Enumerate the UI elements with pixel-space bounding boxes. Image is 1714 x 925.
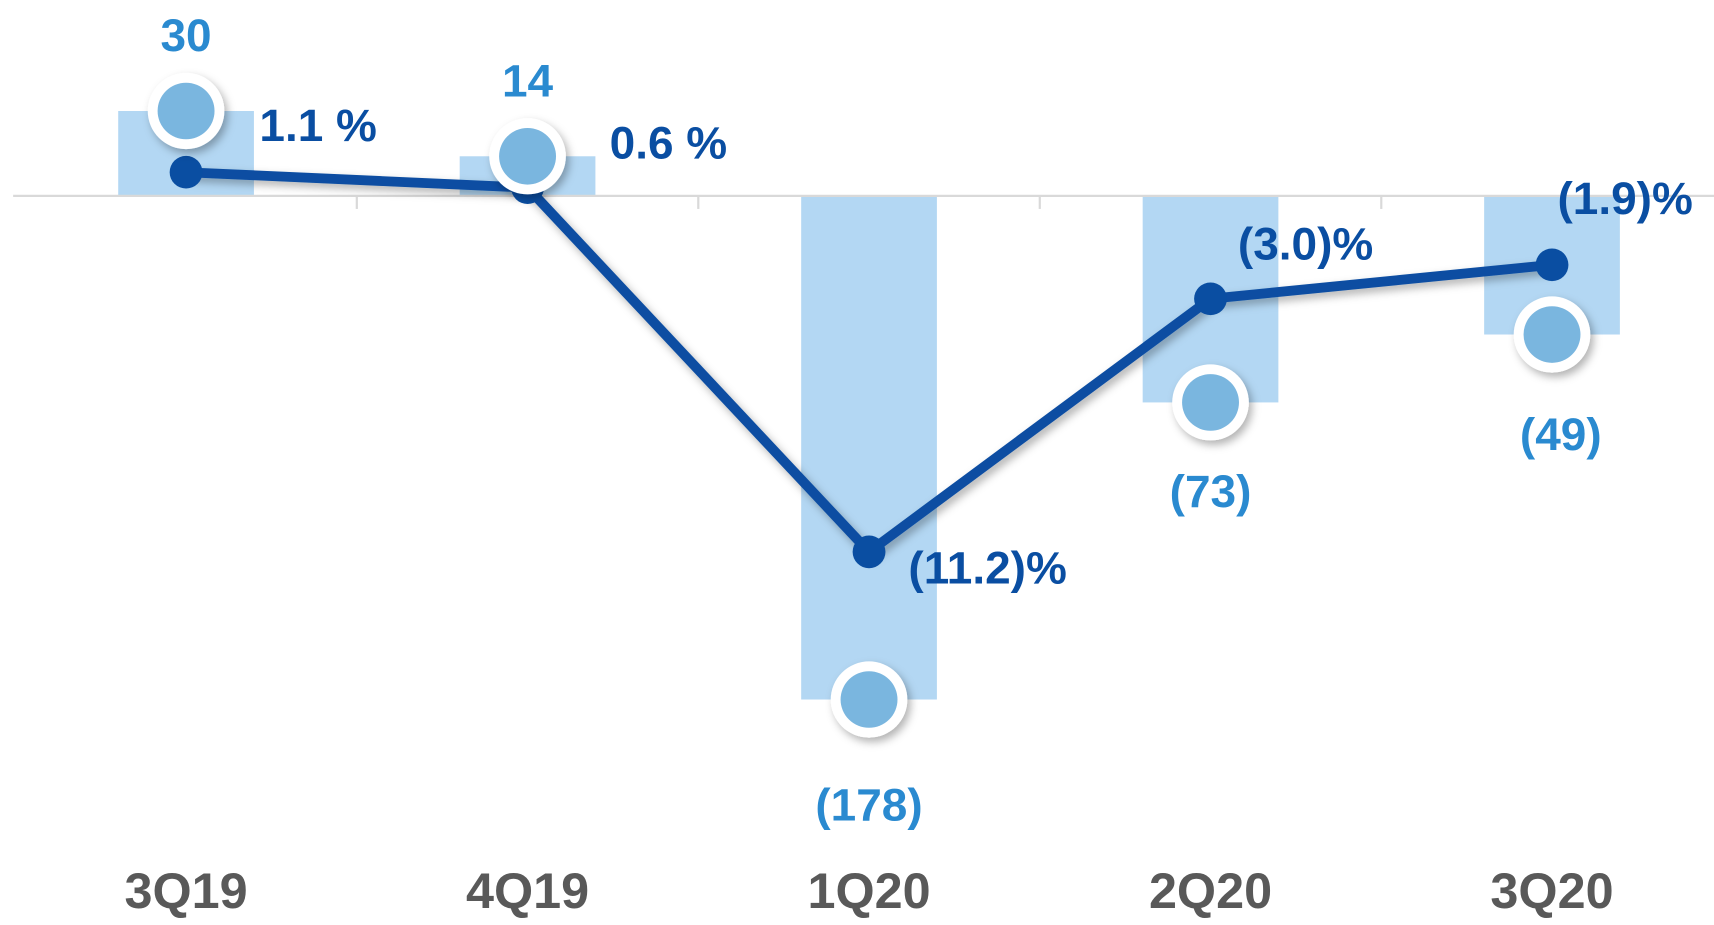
x-tick-label: 1Q20 [807,863,930,919]
line-value-label: (1.9)% [1557,173,1692,224]
bar-marker [1182,374,1239,431]
line-value-label: 1.1 % [259,100,377,151]
bar-value-label: (73) [1170,466,1252,517]
line-point [1194,282,1227,316]
line-value-label: (11.2)% [908,543,1066,594]
bar-marker [840,671,898,728]
bar-value-label: (178) [815,780,922,831]
bar-marker [157,82,215,140]
bar-marker [1523,306,1581,363]
bar-marker [499,127,557,185]
bar-value-label: (49) [1520,409,1602,460]
x-tick-label: 3Q20 [1490,863,1613,919]
line-point [852,535,886,569]
line-point [169,155,203,189]
x-tick-label: 3Q19 [124,863,247,919]
line-value-label: 0.6 % [610,117,728,168]
bar-value-label: 14 [502,56,554,107]
x-tick-label: 4Q19 [466,863,589,919]
bar-value-label: 30 [161,10,212,61]
line-value-label: (3.0)% [1238,219,1373,270]
bar [801,195,937,700]
x-tick-label: 2Q20 [1149,863,1272,919]
line-point [1535,248,1569,282]
